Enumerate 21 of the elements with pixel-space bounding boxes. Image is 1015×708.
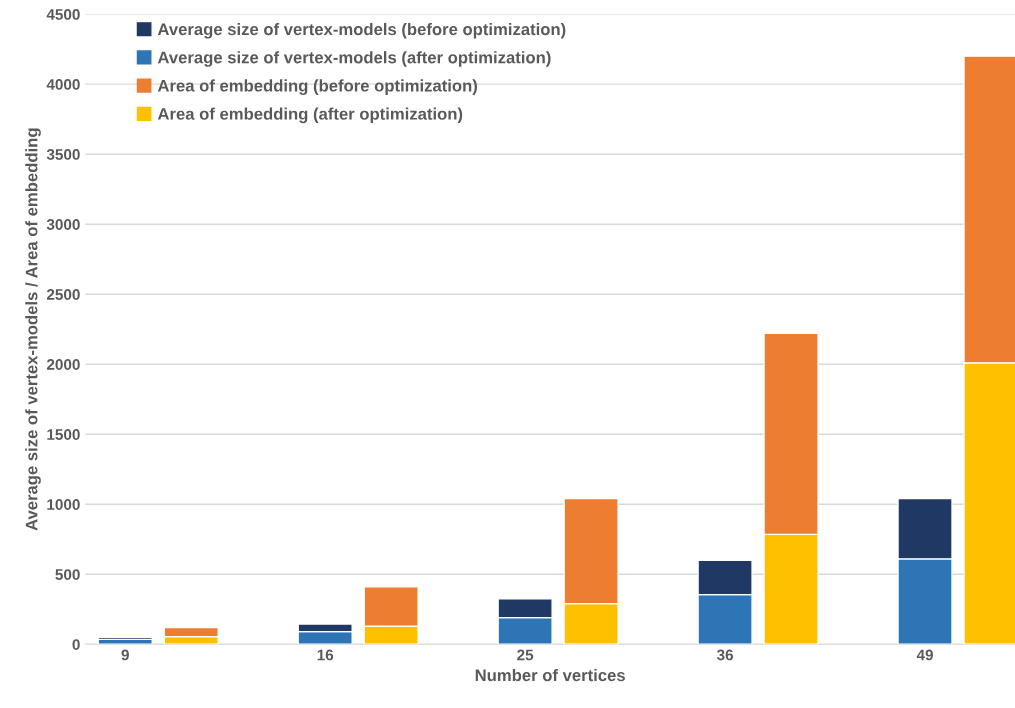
x-tick-label: 36	[716, 649, 734, 661]
legend-label: Area of embedding (after optimization)	[157, 107, 463, 124]
y-tick-label: 4500	[46, 9, 80, 20]
x-tick-label: 25	[517, 649, 534, 661]
x-tick-label: 9	[121, 649, 129, 661]
legend-label: Area of embedding (before optimization)	[157, 79, 477, 95]
y-tick-label: 1500	[47, 429, 80, 440]
y-axis-title: Average size of vertex-models / Area of embedding	[25, 128, 41, 531]
y-tick-label: 500	[55, 569, 80, 580]
legend-label: Average size of vertex-models (before optimization)	[157, 22, 566, 39]
x-axis-title: Number of vertices	[475, 668, 625, 682]
y-tick-label: 3000	[46, 219, 80, 230]
legend-label: Average size of vertex-models (after optimization)	[157, 51, 551, 67]
y-tick-label: 4000	[46, 79, 80, 90]
x-tick-label: 16	[317, 649, 334, 661]
y-tick-label: 3500	[46, 149, 80, 160]
y-tick-label: 0	[72, 639, 80, 650]
y-tick-label: 2000	[46, 359, 80, 370]
y-tick-label: 2500	[46, 289, 80, 300]
y-tick-label: 1000	[47, 499, 80, 510]
x-tick-label: 49	[916, 649, 933, 661]
